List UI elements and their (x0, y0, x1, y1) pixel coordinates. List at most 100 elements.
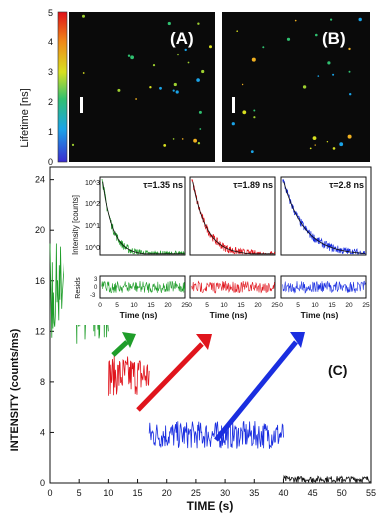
decay-xtick-label: 25 (362, 302, 370, 309)
fluorescence-spot (253, 116, 256, 119)
trace-ytick-label: 8 (40, 377, 45, 387)
decay-xtick-label: 10 (220, 302, 228, 309)
fluorescence-spot (152, 64, 156, 67)
decay-xtick-label: 0 (279, 302, 283, 309)
fluorescence-spot (358, 17, 362, 22)
decay-inset-plots: τ=1.35 ns 0 5 10 15 20 25 Time (ns) τ=1.89 ns 0 5 1… (98, 176, 370, 320)
decay-fit (102, 181, 185, 255)
decay-xlabel: Time (ns) (301, 310, 339, 320)
decay-xtick-label: 10 (311, 302, 319, 309)
decay-xtick-label: 5 (296, 302, 300, 309)
colorbar-tick: 1 (48, 127, 53, 137)
panel-a-image (69, 12, 215, 162)
decay-ytick: 10^2 (85, 201, 100, 208)
fluorescence-spot (193, 138, 198, 143)
fluorescence-spot (177, 53, 179, 56)
fluorescence-spot (251, 57, 256, 62)
fluorescence-spot (71, 143, 75, 146)
decay-axes (280, 176, 367, 256)
colorbar-tick: 0 (48, 157, 53, 167)
decay-xtick-label: 0 (188, 302, 192, 309)
fluorescence-spot (198, 110, 202, 114)
fluorescence-spot (149, 86, 152, 89)
resid-ylabel: Resids (75, 277, 82, 299)
fluorescence-spots (71, 14, 362, 154)
trace-panel-label: (C) (328, 362, 347, 378)
resid-points (191, 280, 276, 294)
decay-xtick-label: 20 (254, 302, 262, 309)
decay-axes (189, 176, 276, 256)
fluorescence-spot (196, 78, 200, 82)
arrow-green (111, 340, 129, 357)
fluorescence-spot (250, 150, 254, 154)
fluorescence-spot (348, 70, 351, 73)
trace-line (108, 355, 150, 396)
fluorescence-spot (82, 72, 85, 74)
fluorescence-spot (184, 48, 187, 52)
trace-xtick-label: 25 (191, 488, 201, 498)
decay-xlabel: Time (ns) (120, 310, 158, 320)
fluorescence-spot (302, 85, 307, 89)
fluorescence-spot (262, 46, 265, 49)
lifetime-images: Lifetime [ns] 0 1 2 3 4 5 (A) (B) (19, 8, 370, 167)
resid-points (101, 280, 186, 294)
scale-bar-b (232, 97, 235, 113)
colorbar-tick: 2 (48, 97, 53, 107)
trace-xtick-label: 40 (278, 488, 288, 498)
trace-xtick-label: 30 (220, 488, 230, 498)
trace-xtick-label: 45 (308, 488, 318, 498)
colorbar-tick: 4 (48, 37, 53, 47)
decay-fit (283, 181, 366, 254)
decay-xtick-label: 20 (164, 302, 172, 309)
decay-ytick: 10^1 (85, 223, 100, 230)
fluorescence-spot (236, 30, 238, 32)
fluorescence-spot (332, 147, 336, 150)
fluorescence-spot (332, 73, 335, 76)
fluorescence-spot (347, 134, 352, 139)
decay-tau-label: τ=2.8 ns (329, 180, 364, 190)
fluorescence-spot (197, 142, 201, 145)
fluorescence-spot (167, 21, 171, 26)
resid-ytick: 3 (94, 277, 98, 283)
scale-bar-a (80, 97, 83, 113)
fluorescence-spot (326, 141, 329, 143)
decay-insets: Intensity [counts] Resids 10^3 10^2 10^1… (64, 170, 370, 325)
fluorescence-spot (349, 93, 352, 96)
decay-tau-label: τ=1.89 ns (233, 180, 273, 190)
fluorescence-spot (241, 83, 244, 86)
trace-line (283, 474, 372, 484)
decay-xtick-label: 15 (328, 302, 336, 309)
arrow-blue-head (290, 332, 305, 348)
fluorescence-spot (312, 136, 317, 141)
decay-ylabel: Intensity [counts] (71, 195, 80, 255)
fluorescence-spot (173, 82, 177, 87)
decay-axes (99, 176, 186, 256)
trace-ytick-label: 4 (40, 427, 45, 437)
fluorescence-spot (317, 75, 320, 77)
arrow-red (136, 342, 204, 412)
fluorescence-spot (309, 147, 312, 150)
arrow-red-head (196, 334, 212, 350)
resid-ytick: -3 (90, 293, 96, 299)
fluorescence-spot (286, 37, 291, 41)
arrows (111, 332, 305, 442)
fluorescence-spot (181, 138, 184, 140)
decay-yticks: 10^3 10^2 10^1 10^0 3 0 -3 (85, 180, 100, 299)
fluorescence-spot (117, 88, 121, 92)
decay-tau-label: τ=1.35 ns (143, 180, 183, 190)
fluorescence-spot (172, 138, 175, 140)
trace-ytick-label: 16 (35, 276, 45, 286)
fluorescence-spot (163, 144, 167, 147)
colorbar (57, 11, 68, 163)
panel-b-label: (B) (322, 29, 346, 48)
decay-xtick-label: 10 (130, 302, 138, 309)
trace-axes (49, 166, 372, 484)
fluorescence-spot (201, 69, 205, 74)
fluorescence-spot (199, 128, 202, 130)
decay-xtick-label: 25 (271, 302, 279, 309)
trace-xtick-label: 35 (249, 488, 259, 498)
panel-a-label: (A) (170, 29, 194, 48)
trace-ytick-label: 12 (35, 326, 45, 336)
fluorescence-spot (127, 54, 131, 57)
